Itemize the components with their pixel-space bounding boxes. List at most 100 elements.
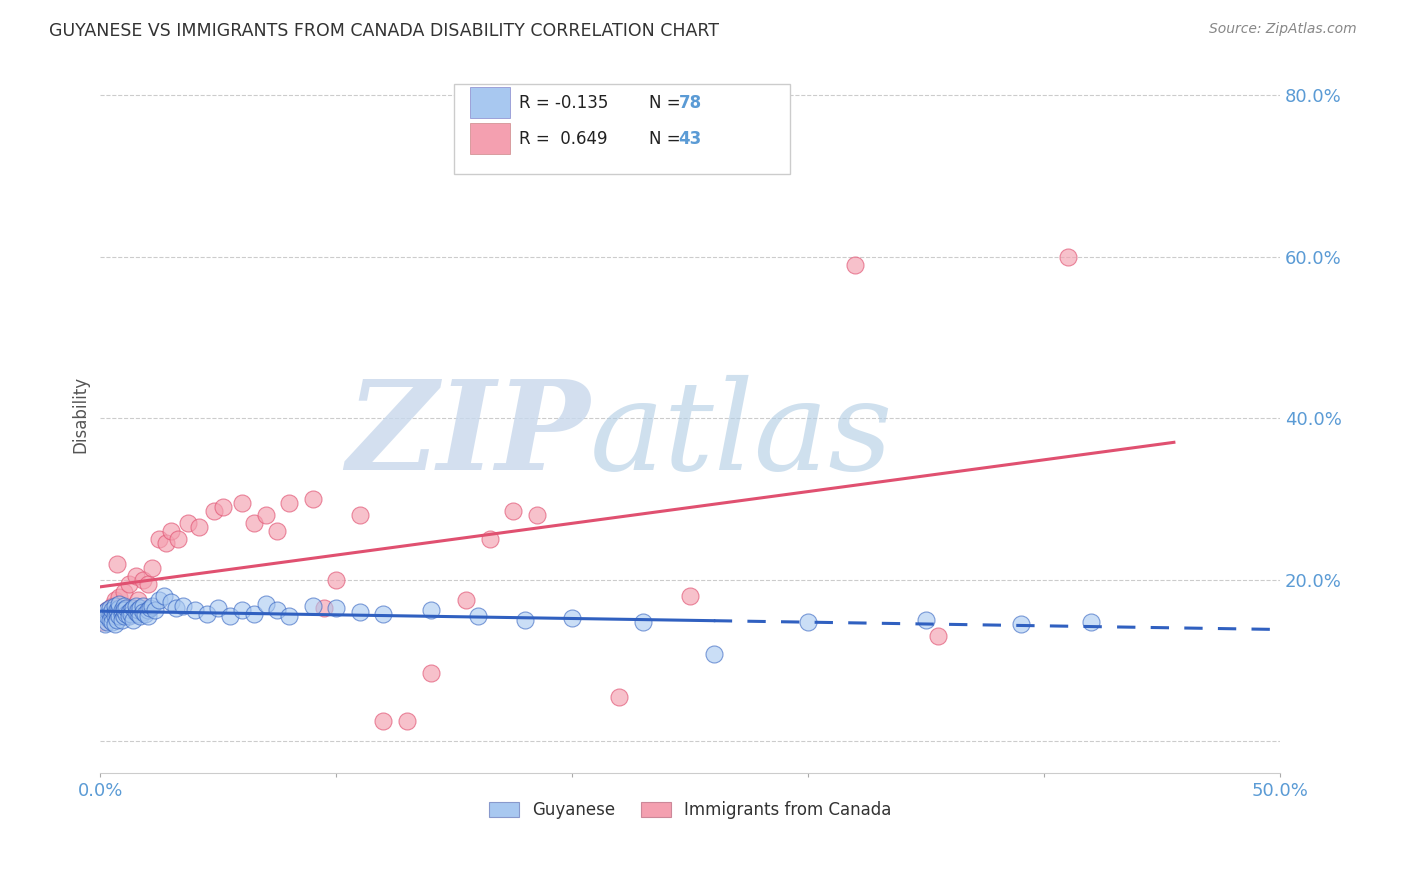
Point [122,601,145,615]
Point [129,601,152,615]
Legend: Guyanese, Immigrants from Canada: Guyanese, Immigrants from Canada [482,795,898,826]
Point [125,605,148,619]
Point [98,607,121,621]
Point [373,714,395,728]
Point [141,560,163,574]
Point [254,597,277,611]
Point [118,605,141,619]
Text: 78: 78 [679,94,702,112]
Point [278,496,301,510]
Point [115,607,138,621]
Point [132,605,155,619]
Point [122,613,145,627]
Point [105,607,128,621]
Point [167,533,190,547]
Point [127,607,149,621]
Point [108,601,131,615]
Point [120,601,142,615]
Point [96,609,118,624]
Point [134,607,156,621]
Point [112,603,135,617]
Point [103,605,125,619]
Point [132,599,155,613]
Point [609,690,631,704]
Point [219,609,242,624]
Point [212,500,235,514]
Point [101,599,124,613]
Text: ZIP: ZIP [346,375,591,497]
Text: GUYANESE VS IMMIGRANTS FROM CANADA DISABILITY CORRELATION CHART: GUYANESE VS IMMIGRANTS FROM CANADA DISAB… [49,22,720,40]
Point [266,603,288,617]
Point [94,605,117,619]
Text: R = -0.135: R = -0.135 [519,94,609,112]
Point [141,599,163,613]
Point [98,601,121,615]
Point [103,599,125,613]
Point [1010,617,1032,632]
Point [325,601,347,615]
Point [183,603,205,617]
Point [120,607,142,621]
Point [160,524,183,539]
Point [561,611,583,625]
Point [125,568,148,582]
Point [231,496,253,510]
Point [195,607,218,621]
Point [118,609,141,624]
Point [165,601,187,615]
Point [110,607,132,621]
Point [703,647,725,661]
Point [110,603,132,617]
Point [679,589,702,603]
Point [325,573,347,587]
Point [125,599,148,613]
Point [103,593,125,607]
Point [136,603,159,617]
Text: 43: 43 [679,130,702,148]
FancyBboxPatch shape [470,87,510,118]
Point [91,609,114,624]
Point [478,533,501,547]
Point [112,609,135,624]
Text: atlas: atlas [591,375,893,497]
Point [136,609,159,624]
Text: N =: N = [650,130,686,148]
Point [242,607,264,621]
Point [349,508,371,523]
FancyBboxPatch shape [454,84,790,174]
Point [314,601,336,615]
Point [188,520,211,534]
Point [108,591,131,605]
Point [526,508,548,523]
Point [110,613,132,627]
Point [349,605,371,619]
Point [112,584,135,599]
Point [96,603,118,617]
Point [266,524,288,539]
FancyBboxPatch shape [470,123,510,153]
Point [301,491,323,506]
Point [105,557,128,571]
Point [254,508,277,523]
Point [844,258,866,272]
Point [396,714,419,728]
Point [1056,250,1078,264]
Point [927,629,949,643]
Point [127,593,149,607]
Point [94,617,117,632]
Point [202,504,225,518]
Point [502,504,524,518]
Point [103,609,125,624]
Point [153,589,176,603]
Point [96,615,118,629]
Point [98,613,121,627]
Y-axis label: Disability: Disability [72,376,89,453]
Point [467,609,489,624]
Point [513,613,536,627]
Point [129,609,152,624]
Point [207,601,229,615]
Point [132,573,155,587]
Point [148,533,170,547]
Text: R =  0.649: R = 0.649 [519,130,607,148]
Point [101,609,124,624]
